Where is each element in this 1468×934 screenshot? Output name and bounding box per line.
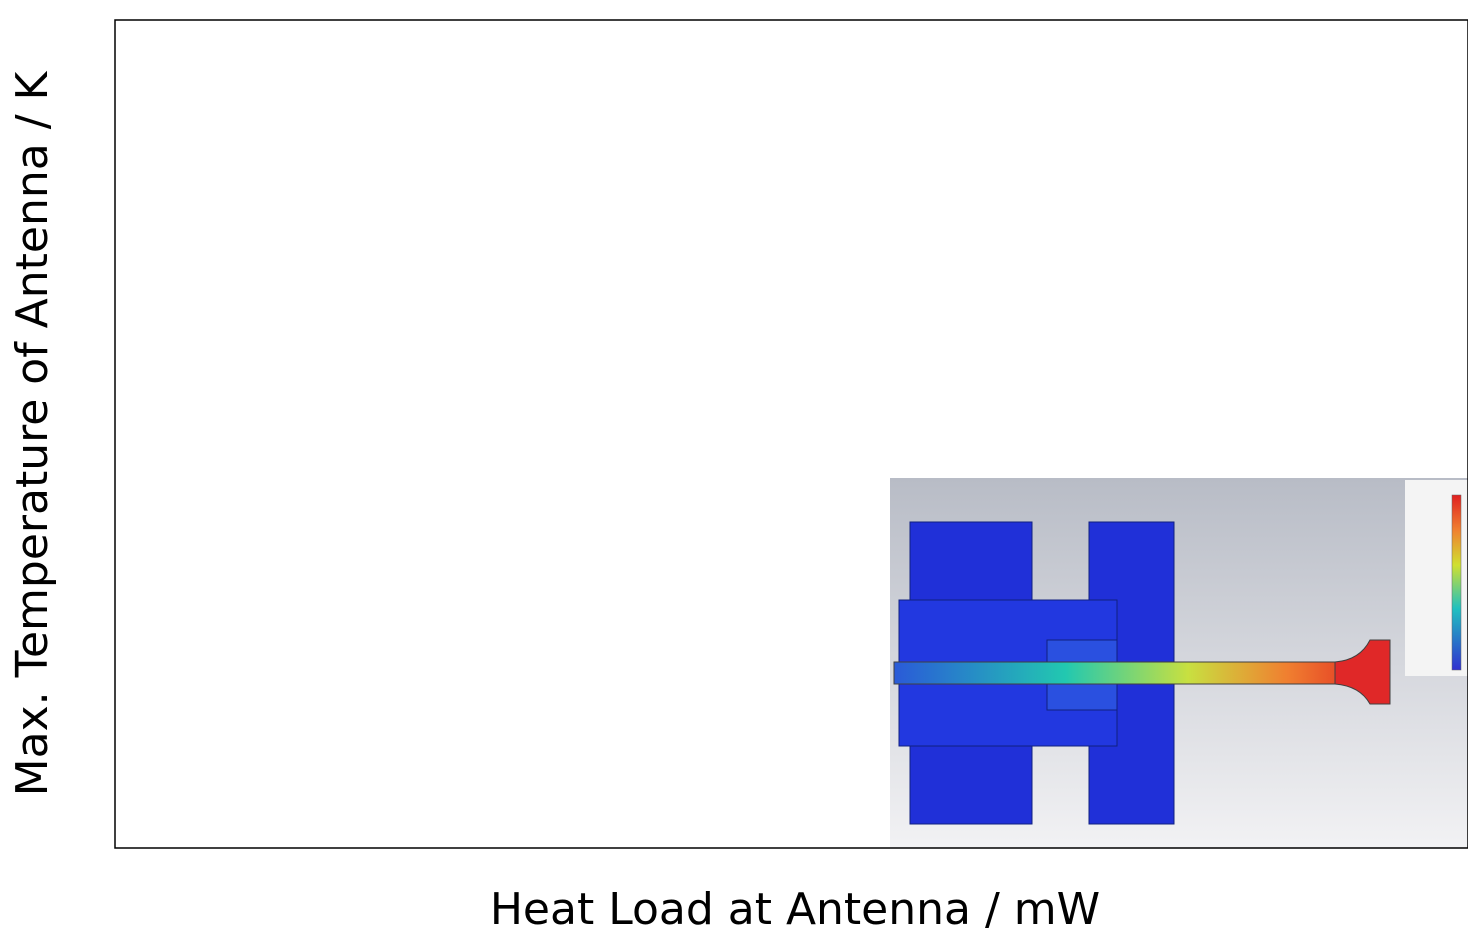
chart: Heat Load at Antenna / mW Max. Temperatu… bbox=[0, 0, 1468, 934]
y-axis-label: Max. Temperature of Antenna / K bbox=[7, 70, 58, 796]
inset-image bbox=[890, 478, 1468, 848]
x-axis-label: Heat Load at Antenna / mW bbox=[490, 884, 1100, 934]
